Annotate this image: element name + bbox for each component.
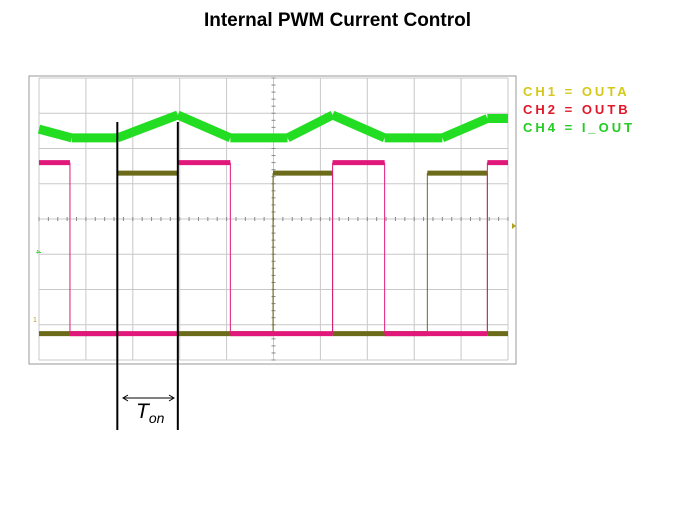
legend-entry-ch2: CH2 = OUTB — [523, 102, 631, 117]
ton-label: Ton — [136, 400, 164, 426]
chart-title: Internal PWM Current Control — [203, 10, 472, 31]
scope-traces — [37, 110, 508, 337]
trigger-marker — [512, 223, 516, 229]
scope-grid — [38, 77, 509, 361]
ch4-trace-segment — [330, 110, 387, 143]
ch4-trace-segment — [285, 111, 335, 142]
ch4-trace-segment — [176, 110, 233, 143]
ch4-trace — [37, 110, 508, 143]
ton-label-main: T — [136, 400, 149, 423]
ton-label-sub: on — [148, 410, 165, 426]
ch4-marker: 4 — [34, 250, 41, 254]
scope-frame — [28, 75, 517, 365]
legend-entry-ch4: CH4 = I_OUT — [523, 120, 636, 135]
ch1-marker: 1 — [33, 317, 37, 324]
ch4-trace-segment — [440, 114, 490, 143]
ton-cursors — [116, 122, 179, 430]
legend: CH1 = OUTA CH2 = OUTB CH4 = I_OUT — [523, 83, 635, 137]
ch4-trace-segment — [37, 124, 73, 143]
ch4-trace-segment — [115, 110, 180, 143]
ton-arrow — [122, 394, 175, 402]
legend-entry-ch1: CH1 = OUTA — [523, 84, 630, 99]
